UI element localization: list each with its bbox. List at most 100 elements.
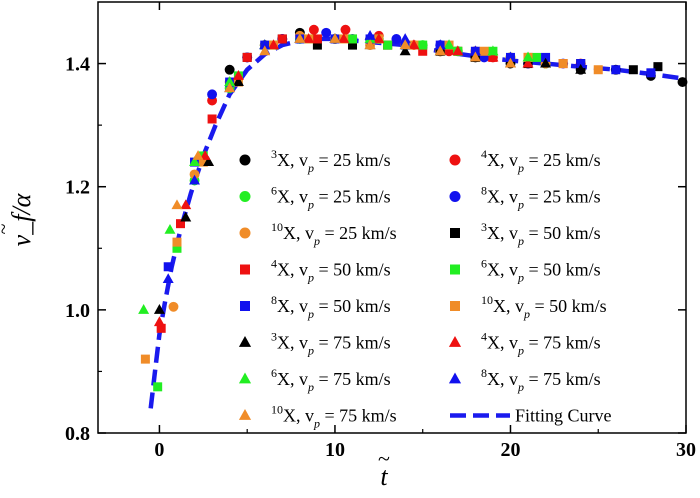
x-tick-label: 20: [500, 439, 520, 461]
ticks-layer: 0 10 20 30 0.8 1.0 1.2 1.4: [65, 2, 696, 461]
points-layer: [138, 24, 688, 392]
x-tick-label: 10: [325, 439, 345, 461]
legend-item: [450, 264, 460, 275]
data-point: [277, 34, 287, 44]
y-tick-label: 1.2: [65, 177, 90, 199]
legend-marker: [450, 228, 460, 238]
x-axis-title: t ~: [378, 446, 390, 491]
legend-marker: [238, 372, 252, 384]
data-point: [408, 39, 420, 50]
series-11: [153, 33, 534, 327]
legend-label: 6X, vp = 50 km/s: [481, 257, 601, 285]
data-point: [268, 39, 280, 50]
data-point: [504, 57, 516, 68]
legend-marker: [449, 191, 461, 202]
data-point: [532, 52, 542, 62]
y-tick-label: 0.8: [65, 423, 90, 445]
legend-label: 4X, vp = 25 km/s: [481, 147, 601, 175]
legend-marker: [450, 301, 460, 311]
data-point: [312, 40, 322, 50]
legend-marker: [239, 191, 251, 202]
data-point: [153, 382, 163, 392]
data-point: [259, 45, 271, 56]
data-point: [541, 52, 551, 62]
data-point: [399, 45, 411, 56]
legend-label: 10X, vp = 25 km/s: [271, 220, 397, 248]
data-point: [156, 323, 166, 333]
legend-item: [449, 154, 461, 166]
fit-layer: [148, 36, 687, 409]
y-axis-title-text: v_f/α: [7, 192, 36, 246]
data-point: [399, 33, 411, 43]
data-point: [198, 157, 208, 167]
legend-marker: [238, 408, 252, 420]
legend-item-fit: Fitting Curve: [450, 406, 612, 426]
legend-item: [240, 264, 250, 275]
data-point: [329, 33, 341, 43]
data-point: [487, 45, 499, 56]
data-point: [628, 65, 638, 75]
series-14: [171, 33, 516, 210]
data-point: [373, 33, 385, 43]
data-point: [189, 156, 201, 167]
data-point: [575, 63, 587, 74]
x-axis-title-text: t: [380, 462, 388, 491]
data-point: [443, 39, 455, 50]
data-point: [677, 77, 688, 87]
data-point: [434, 39, 446, 50]
data-point: [259, 39, 271, 50]
legend-label: 6X, vp = 75 km/s: [271, 366, 391, 394]
x-tick-label: 30: [676, 439, 696, 461]
data-point: [338, 33, 350, 43]
fitting-curve: [148, 36, 687, 409]
data-point: [172, 237, 182, 247]
legend-marker: [448, 335, 462, 347]
legend-label: 4X, vp = 50 km/s: [271, 257, 391, 285]
data-point: [418, 40, 428, 50]
data-point: [522, 51, 534, 62]
legend-item: [448, 335, 462, 347]
legend-item: [238, 408, 252, 420]
legend-marker: [450, 264, 460, 275]
legend-item: [448, 372, 462, 384]
data-point: [312, 34, 322, 44]
legend-item: [239, 191, 251, 202]
data-point: [391, 33, 402, 44]
data-point: [593, 65, 603, 75]
data-point: [192, 150, 204, 160]
legend-item: [240, 301, 250, 311]
data-point: [171, 199, 183, 210]
legend-item: [239, 227, 251, 239]
data-point: [469, 45, 481, 56]
data-point: [469, 51, 481, 62]
y-tick-label: 1.0: [65, 300, 90, 322]
data-point: [163, 262, 173, 272]
data-point: [175, 219, 185, 229]
data-point: [153, 316, 165, 327]
legend-label: 4X, vp = 75 km/s: [481, 330, 601, 358]
data-point: [434, 45, 446, 56]
legend-marker: [240, 264, 250, 275]
data-point: [232, 70, 244, 80]
data-point: [153, 303, 165, 314]
data-point: [242, 52, 252, 62]
data-point: [321, 27, 332, 38]
data-point: [348, 34, 358, 44]
legend-item: [239, 154, 251, 166]
data-point: [418, 46, 428, 56]
legend-label: 3X, vp = 25 km/s: [271, 147, 391, 175]
data-point: [308, 24, 319, 35]
data-point: [399, 39, 411, 50]
legend-marker: [238, 335, 252, 347]
legend-label: 8X, vp = 50 km/s: [271, 293, 391, 321]
legend-label: 8X, vp = 75 km/s: [481, 366, 601, 394]
legend-label: 10X, vp = 75 km/s: [271, 403, 397, 431]
data-point: [180, 211, 192, 222]
data-point: [172, 243, 182, 253]
data-point: [180, 199, 192, 210]
data-point: [207, 114, 217, 124]
legend-label: 3X, vp = 75 km/s: [271, 330, 391, 358]
legend: 3X, vp = 25 km/s 4X, vp = 25 km/s 6X, vp =…: [238, 147, 612, 431]
legend-marker: [448, 372, 462, 384]
data-point: [162, 273, 174, 284]
